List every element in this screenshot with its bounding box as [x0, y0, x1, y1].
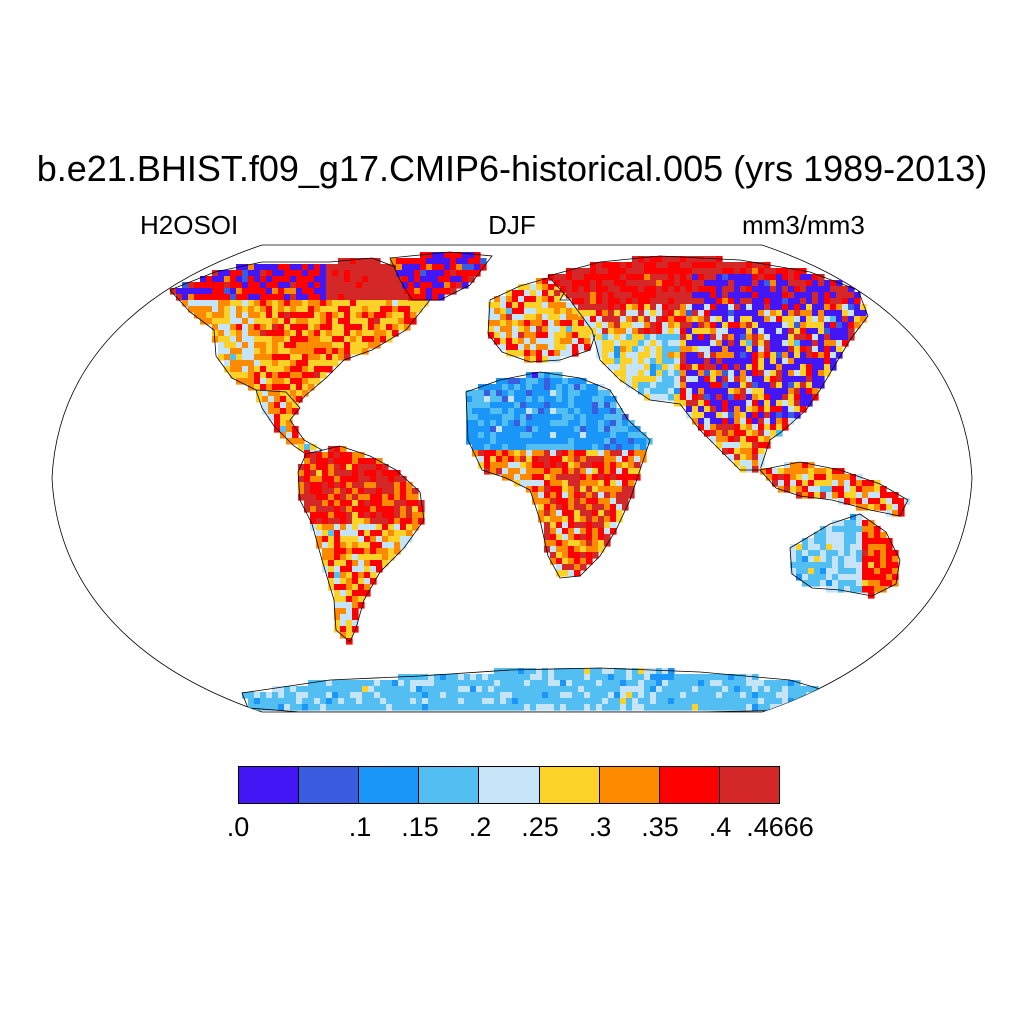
colorbar-box [719, 767, 779, 803]
land-layer [169, 251, 911, 712]
units-label: mm3/mm3 [742, 210, 865, 240]
south-america-region [297, 445, 425, 645]
colorbar-box [299, 767, 360, 803]
colorbar-box [419, 767, 480, 803]
season-label: DJF [488, 210, 536, 240]
colorbar-box [479, 767, 540, 803]
colorbar-tick-label: .0 [226, 812, 250, 842]
australia-region [789, 513, 901, 599]
colorbar-box [359, 767, 420, 803]
colorbar-tick-label: .4666 [746, 812, 814, 842]
north-america-region [169, 257, 431, 411]
antarctica-region [241, 667, 843, 712]
colorbar-tick-label: .2 [468, 812, 492, 842]
plot-title: b.e21.BHIST.f09_g17.CMIP6-historical.005… [36, 148, 988, 189]
asia-region [547, 255, 869, 473]
colorbar-tick-label: .25 [521, 812, 559, 842]
colorbar-box [599, 767, 660, 803]
colorbar-box [239, 767, 300, 803]
southeast-asia-region [759, 461, 911, 517]
variable-label: H2OSOI [140, 210, 239, 240]
colorbar-tick-label: .3 [588, 812, 612, 842]
colorbar-tick-label: .15 [401, 812, 439, 842]
greenland-region [389, 251, 493, 301]
africa-region [465, 371, 653, 579]
colorbar-box [659, 767, 720, 803]
colorbar-tick-label: .35 [641, 812, 679, 842]
colorbar-tick-label: .1 [348, 812, 372, 842]
colorbar [238, 766, 780, 804]
colorbar-tick-label: .4 [708, 812, 732, 842]
colorbar-box [539, 767, 600, 803]
